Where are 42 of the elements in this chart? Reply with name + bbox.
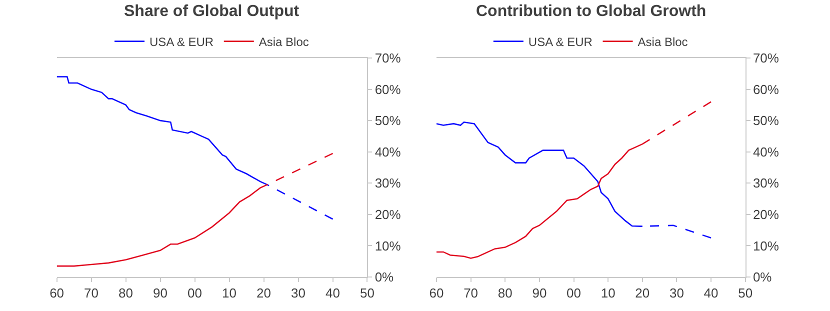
y-tick-label: 40% <box>752 144 780 160</box>
legend-label: USA & EUR <box>150 34 214 49</box>
x-tick-label: 10 <box>222 286 237 301</box>
legend-label: Asia Bloc <box>638 34 688 49</box>
x-tick-label: 00 <box>566 286 581 301</box>
y-tick-label: 70% <box>752 50 780 66</box>
x-tick-label: 40 <box>326 286 340 301</box>
y-tick-label: 60% <box>374 82 402 97</box>
x-tick-label: 50 <box>738 286 753 301</box>
x-tick-label: 20 <box>635 286 650 301</box>
x-tick-label: 00 <box>188 286 202 301</box>
x-tick-label: 80 <box>118 286 134 301</box>
x-tick-label: 20 <box>256 286 271 301</box>
x-tick-label: 40 <box>704 286 718 301</box>
x-tick-label: 80 <box>498 286 512 301</box>
x-tick-label: 60 <box>429 286 444 301</box>
x-tick-label: 90 <box>532 286 547 301</box>
y-tick-label: 50% <box>752 113 780 128</box>
y-tick-label: 50% <box>374 113 402 128</box>
x-tick-label: 30 <box>669 286 684 301</box>
legend-label: USA & EUR <box>528 34 593 49</box>
legend-label: Asia Bloc <box>258 34 309 49</box>
y-tick-label: 0% <box>752 270 772 285</box>
x-tick-label: 10 <box>600 286 616 301</box>
x-tick-label: 60 <box>50 286 64 301</box>
y-tick-label: 40% <box>374 144 402 160</box>
y-tick-label: 60% <box>752 82 780 97</box>
y-tick-label: 20% <box>374 206 402 222</box>
chart-title: Share of Global Output <box>124 3 300 20</box>
y-tick-label: 30% <box>752 176 780 191</box>
y-tick-label: 70% <box>374 50 402 66</box>
y-tick-label: 20% <box>752 206 780 222</box>
y-tick-label: 10% <box>752 238 780 254</box>
x-tick-label: 70 <box>84 286 99 301</box>
x-tick-label: 50 <box>360 286 374 301</box>
y-tick-label: 30% <box>374 176 402 191</box>
x-tick-label: 30 <box>291 286 306 301</box>
y-tick-label: 10% <box>374 238 402 254</box>
y-tick-label: 0% <box>374 270 394 285</box>
x-tick-label: 70 <box>464 286 478 301</box>
x-tick-label: 90 <box>153 286 168 301</box>
chart-title: Contribution to Global Growth <box>476 3 706 20</box>
